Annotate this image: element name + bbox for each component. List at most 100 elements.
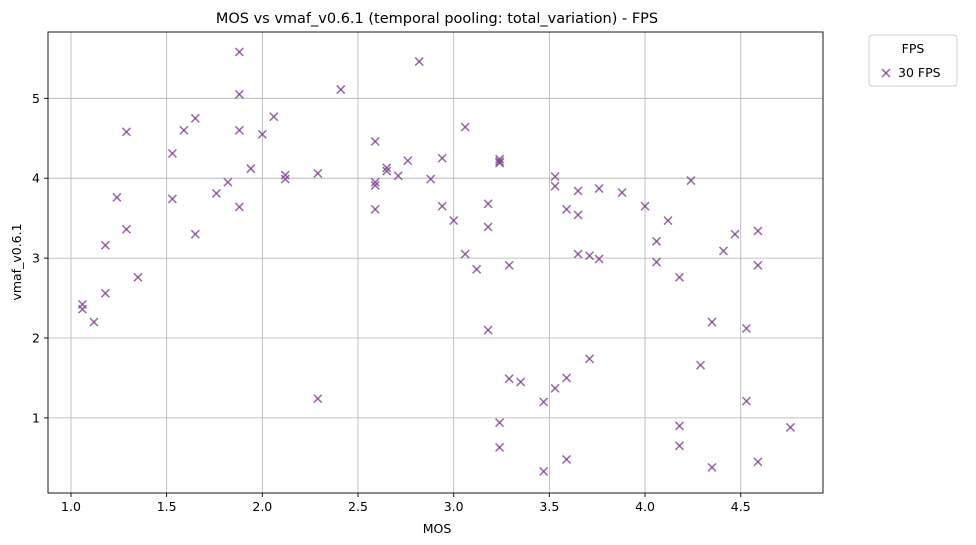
data-point: [77, 304, 88, 314]
data-point: [280, 174, 290, 184]
data-point: [674, 441, 685, 451]
data-point: [573, 210, 583, 220]
x-tick-label: 1.5: [157, 499, 177, 514]
data-point: [449, 215, 459, 226]
data-point: [190, 229, 200, 239]
x-tick-label: 3.0: [444, 499, 464, 514]
data-point: [741, 323, 752, 333]
data-point: [257, 129, 267, 139]
data-point: [516, 377, 526, 387]
chart-title: MOS vs vmaf_v0.6.1 (temporal pooling: to…: [216, 11, 658, 27]
legend-entry-label: 30 FPS: [898, 65, 941, 80]
data-point: [753, 226, 763, 236]
data-point: [594, 254, 604, 264]
data-point: [167, 194, 177, 204]
data-point: [584, 251, 595, 261]
y-tick-label: 1: [32, 410, 40, 425]
data-point: [550, 181, 560, 191]
data-point: [483, 325, 493, 335]
data-point: [89, 317, 99, 327]
data-point: [112, 192, 122, 202]
data-point: [483, 222, 493, 232]
data-point: [663, 215, 673, 226]
grid-lines: [48, 32, 823, 493]
data-point: [562, 454, 572, 465]
data-point: [437, 201, 447, 211]
y-tick-label: 4: [32, 171, 40, 186]
data-point: [539, 397, 549, 407]
data-point: [539, 466, 549, 476]
data-point: [460, 249, 470, 259]
data-point: [594, 184, 604, 194]
data-point: [121, 224, 132, 234]
x-tick-label: 4.0: [635, 499, 655, 514]
data-point: [584, 354, 595, 364]
data-point: [313, 394, 323, 404]
data-point: [167, 148, 177, 159]
data-point: [234, 125, 244, 135]
data-point: [370, 204, 380, 214]
data-point: [403, 156, 413, 166]
data-point: [753, 260, 763, 270]
y-tick-label: 5: [32, 91, 40, 106]
data-point: [133, 272, 143, 282]
data-point: [393, 171, 403, 181]
data-point: [718, 246, 729, 256]
data-point: [472, 264, 482, 274]
x-tick-label: 4.5: [731, 499, 751, 514]
legend-box: [868, 34, 958, 87]
data-point: [246, 164, 256, 174]
data-point: [495, 158, 505, 168]
data-point: [370, 177, 380, 187]
data-point: [640, 201, 650, 211]
data-point: [382, 166, 392, 176]
data-point: [313, 168, 323, 178]
data-point: [617, 188, 627, 198]
data-point: [495, 154, 505, 164]
legend-marker-x: [881, 68, 891, 78]
legend: FPS 30 FPS: [868, 34, 958, 87]
data-point: [562, 373, 572, 383]
data-point: [495, 156, 505, 166]
data-point: [573, 249, 583, 259]
data-points: [77, 47, 796, 476]
data-point: [100, 240, 110, 250]
legend-title: FPS: [902, 41, 925, 56]
plot-frame: [47, 31, 824, 494]
data-point: [651, 257, 662, 267]
data-point: [280, 170, 290, 180]
y-tick-label: 2: [32, 331, 40, 346]
data-point: [550, 383, 560, 393]
data-point: [550, 172, 560, 182]
data-point: [695, 360, 706, 370]
data-point: [382, 163, 392, 173]
data-point: [121, 127, 132, 137]
data-point: [211, 188, 221, 198]
data-point: [504, 374, 514, 384]
data-point: [460, 122, 470, 132]
data-point: [562, 204, 572, 214]
data-point: [504, 260, 514, 270]
x-axis-ticks: 1.0 1.5 2.0 2.5 3.0 3.5 4.0 4.5: [61, 493, 751, 514]
data-point: [179, 125, 189, 135]
data-point: [426, 174, 436, 184]
y-axis-label: vmaf_v0.6.1: [9, 223, 24, 300]
data-point: [437, 153, 447, 163]
data-point: [414, 56, 424, 67]
data-point: [495, 418, 505, 428]
data-point: [223, 177, 233, 187]
data-point: [674, 272, 685, 282]
data-point: [336, 84, 346, 95]
data-point: [707, 462, 717, 472]
data-point: [234, 89, 244, 99]
data-point: [674, 421, 685, 431]
data-point: [234, 47, 244, 57]
x-tick-label: 3.5: [539, 499, 559, 514]
data-point: [753, 457, 763, 467]
data-point: [730, 229, 740, 239]
x-tick-label: 2.5: [348, 499, 368, 514]
data-point: [370, 180, 380, 190]
data-point: [651, 236, 662, 246]
